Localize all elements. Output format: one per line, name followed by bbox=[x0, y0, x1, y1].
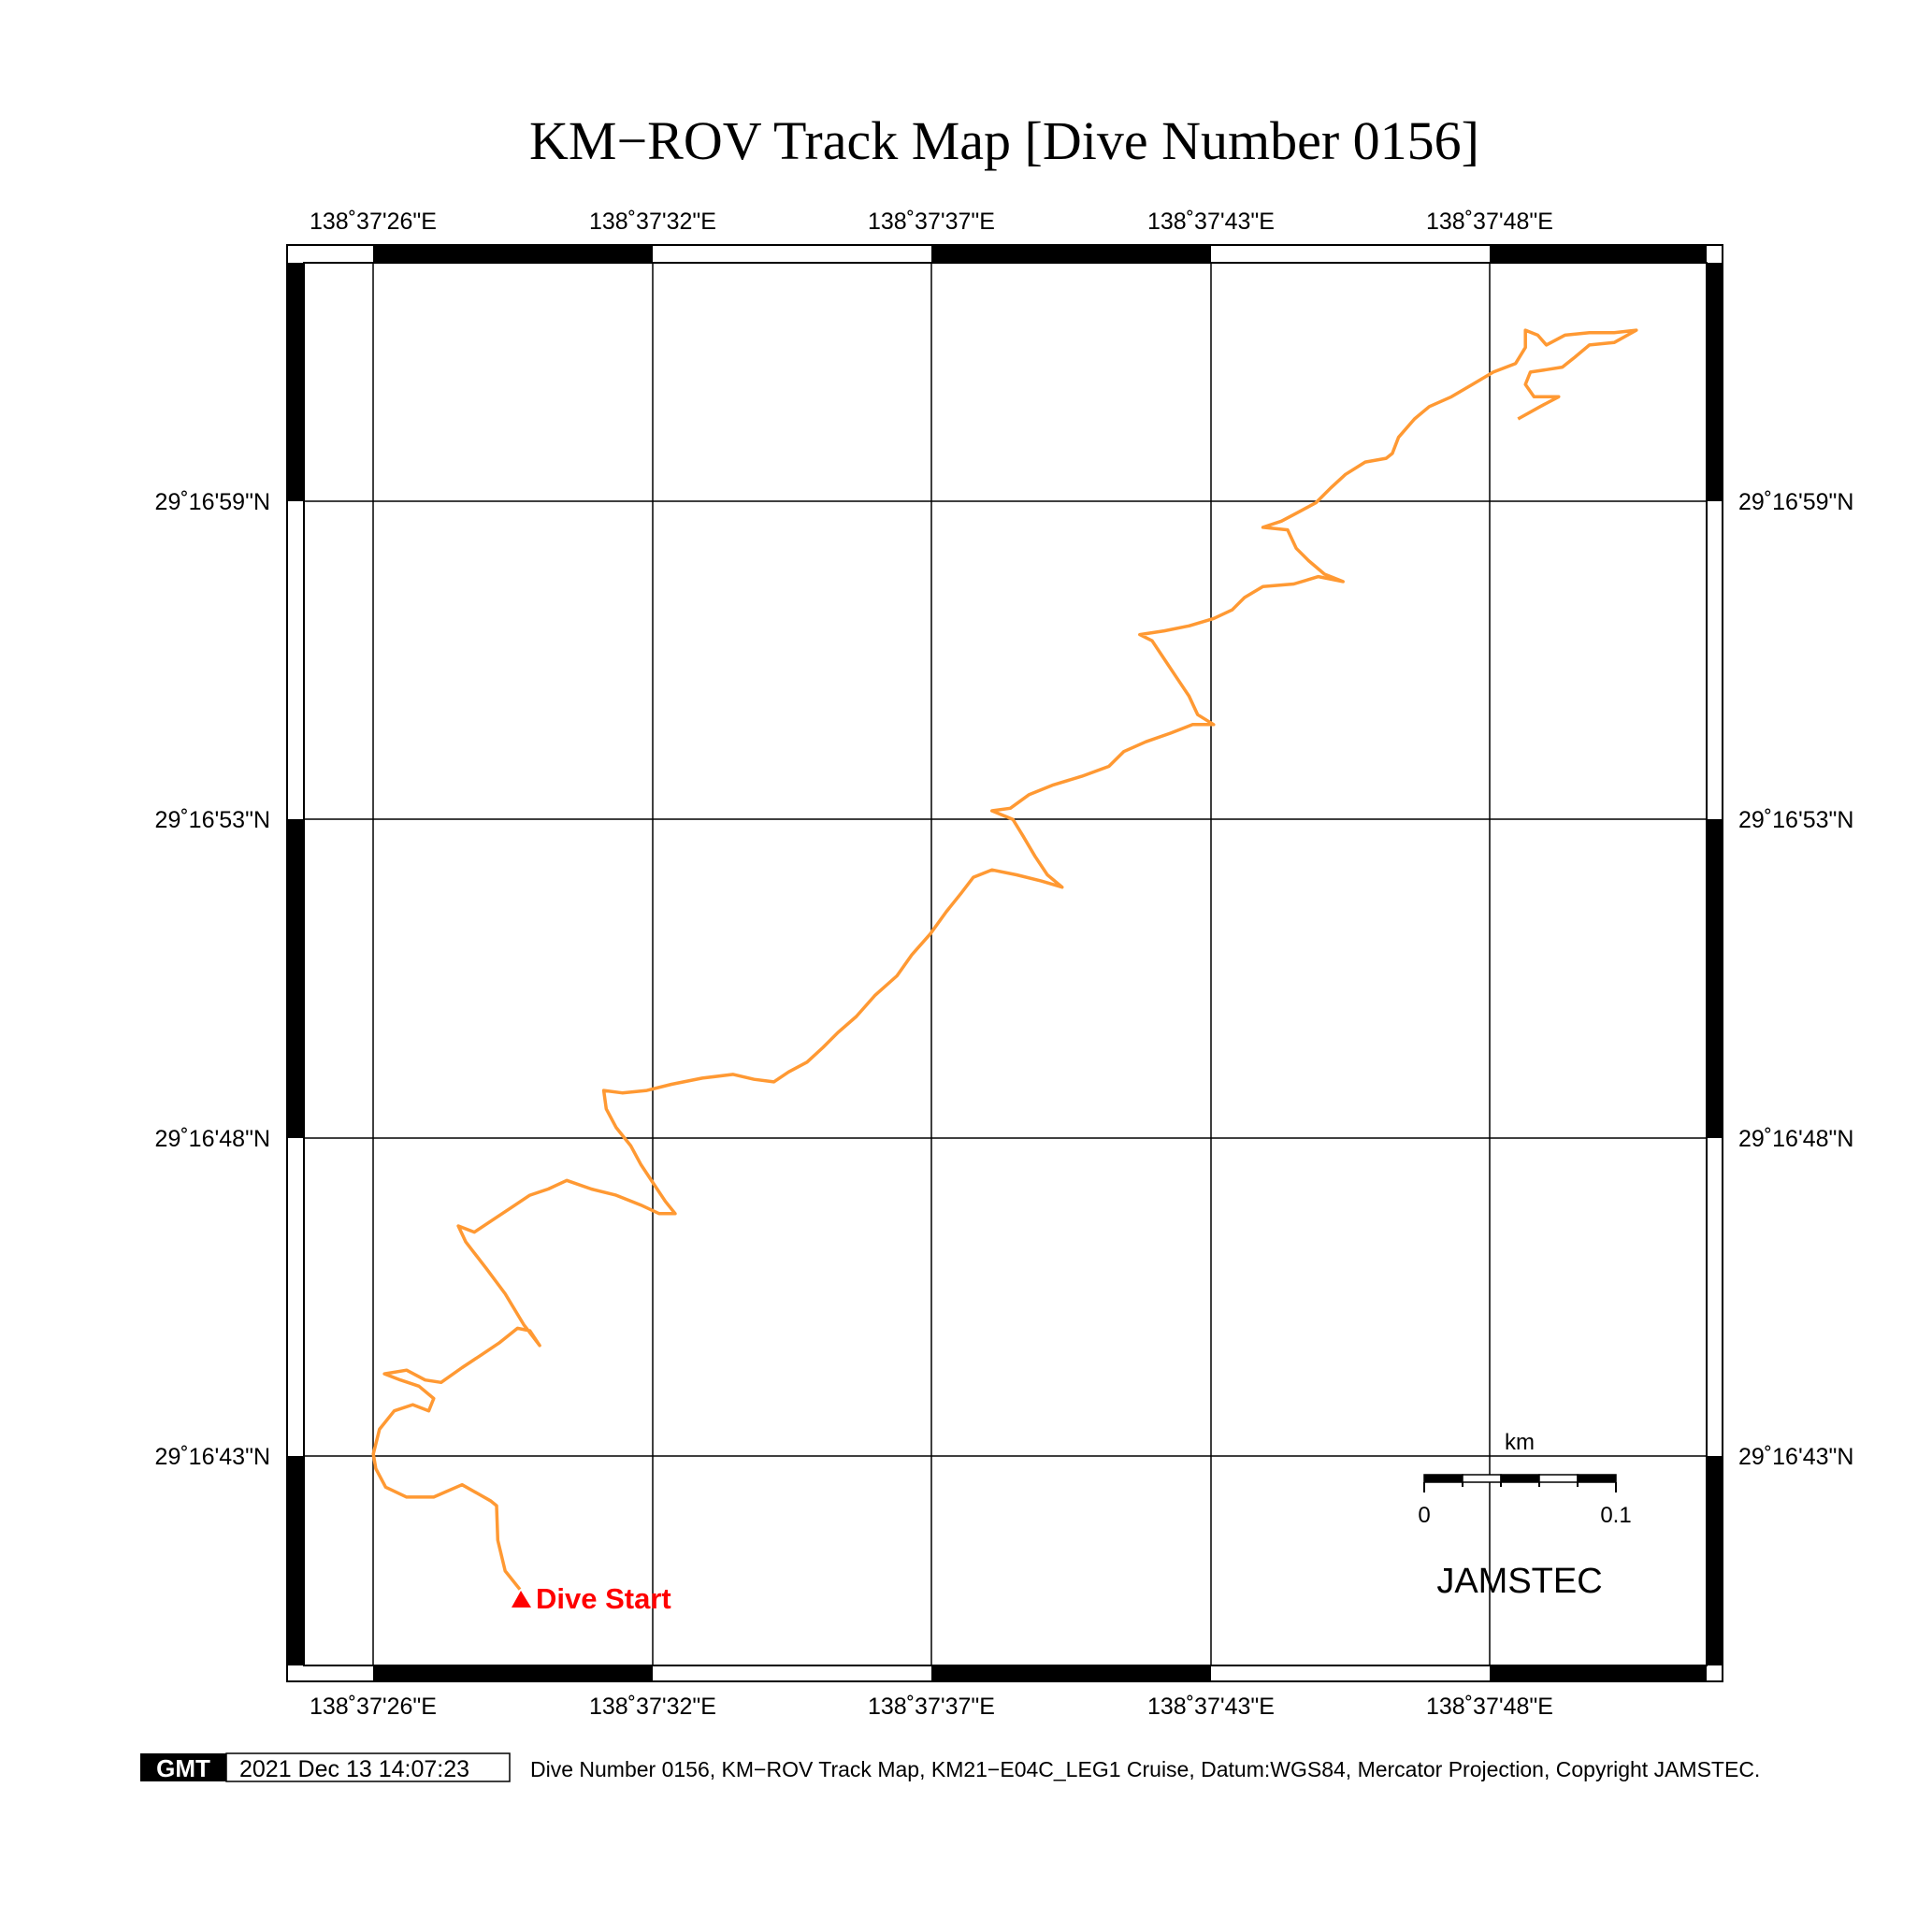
frame-band bbox=[1707, 263, 1723, 501]
longitude-label: 138˚37'37"E bbox=[868, 209, 995, 235]
frame-band bbox=[373, 245, 653, 263]
longitude-label: 138˚37'48"E bbox=[1426, 209, 1553, 235]
jamstec-watermark: JAMSTEC bbox=[1436, 1562, 1602, 1601]
longitude-label: 138˚37'48"E bbox=[1426, 1694, 1553, 1720]
gmt-logo-text: GMT bbox=[156, 1754, 210, 1782]
footer-timestamp: 2021 Dec 13 14:07:23 bbox=[239, 1756, 469, 1782]
longitude-label: 138˚37'26"E bbox=[310, 1694, 437, 1720]
frame-band bbox=[287, 1456, 304, 1665]
latitude-label: 29˚16'48"N bbox=[1738, 1126, 1853, 1152]
longitude-label: 138˚37'43"E bbox=[1147, 209, 1275, 235]
axis-labels: 138˚37'26"E 138˚37'26"E 138˚37'32"E 138˚37'… bbox=[155, 209, 1854, 1720]
frame-band bbox=[1490, 1665, 1707, 1681]
latitude-label: 29˚16'59"N bbox=[155, 489, 270, 515]
latitude-label: 29˚16'53"N bbox=[155, 807, 270, 833]
scale-segment bbox=[1462, 1474, 1502, 1483]
frame-band bbox=[1490, 245, 1707, 263]
longitude-label: 138˚37'43"E bbox=[1147, 1694, 1275, 1720]
footer-caption: Dive Number 0156, KM−ROV Track Map, KM21… bbox=[530, 1757, 1760, 1781]
map-title: KM−ROV Track Map [Dive Number 0156] bbox=[529, 110, 1479, 171]
footer: GMT 2021 Dec 13 14:07:23 Dive Number 015… bbox=[140, 1752, 1760, 1782]
longitude-label: 138˚37'32"E bbox=[589, 1694, 716, 1720]
longitude-label: 138˚37'37"E bbox=[868, 1694, 995, 1720]
rov-track-line bbox=[371, 328, 1638, 1591]
scale-max-label: 0.1 bbox=[1600, 1503, 1631, 1528]
scale-segment bbox=[1538, 1474, 1579, 1483]
frame-band bbox=[1707, 1456, 1723, 1665]
latitude-label: 29˚16'48"N bbox=[155, 1126, 270, 1152]
gmt-logo bbox=[140, 1753, 226, 1781]
dive-start-marker-icon bbox=[512, 1591, 531, 1608]
longitude-label: 138˚37'26"E bbox=[310, 209, 437, 235]
scale-segment bbox=[1577, 1474, 1617, 1483]
frame-band bbox=[287, 263, 304, 501]
scale-segment bbox=[1500, 1474, 1540, 1483]
frame-band bbox=[931, 1665, 1211, 1681]
scale-segment bbox=[1423, 1474, 1463, 1483]
latitude-label: 29˚16'53"N bbox=[1738, 807, 1853, 833]
frame-band bbox=[931, 245, 1211, 263]
scale-min-label: 0 bbox=[1418, 1503, 1430, 1528]
latitude-label: 29˚16'43"N bbox=[155, 1444, 270, 1470]
frame-band bbox=[373, 1665, 653, 1681]
scale-bar: km 0 0.1 bbox=[1418, 1430, 1631, 1528]
dive-start-label: Dive Start bbox=[536, 1582, 671, 1615]
latitude-label: 29˚16'43"N bbox=[1738, 1444, 1853, 1470]
scale-unit: km bbox=[1505, 1430, 1535, 1455]
map-frame bbox=[286, 244, 1723, 1682]
frame-band bbox=[287, 819, 304, 1138]
frame-band bbox=[1707, 819, 1723, 1138]
longitude-label: 138˚37'32"E bbox=[589, 209, 716, 235]
latitude-label: 29˚16'59"N bbox=[1738, 489, 1853, 515]
graticule bbox=[304, 263, 1707, 1665]
